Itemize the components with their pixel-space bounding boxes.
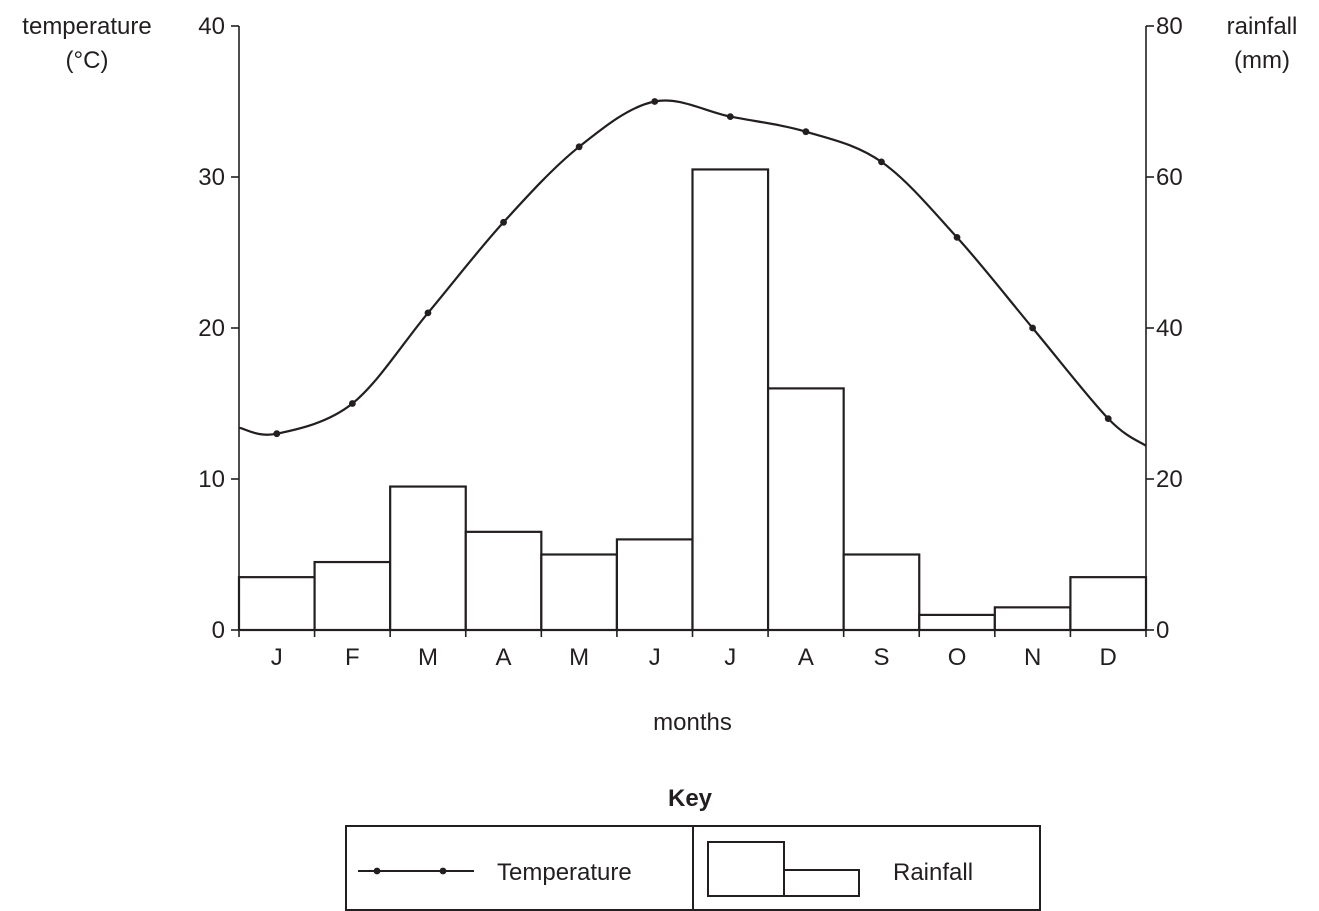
left-tick-label: 30	[198, 164, 225, 191]
rainfall-bar	[464, 530, 543, 632]
temperature-point	[651, 98, 659, 105]
temperature-point	[273, 430, 281, 438]
x-axis-title: months	[653, 709, 732, 736]
month-label: J	[649, 644, 661, 671]
left-axis-title: temperature (°C)	[22, 13, 151, 74]
month-label: M	[418, 644, 438, 671]
temperature-line	[238, 99, 1147, 447]
month-label: A	[798, 644, 814, 671]
left-tick-label: 20	[198, 315, 225, 342]
rainfall-bar	[918, 613, 996, 632]
temperature-point	[1029, 324, 1037, 332]
month-label: A	[496, 644, 512, 671]
axis-labels: 0 10 20 30 40 0 20 40 60 80 J F M A M J J A S O N Dtemperatur…	[22, 13, 1297, 736]
rainfall-bar	[766, 387, 845, 632]
rainfall-bars	[237, 168, 1148, 632]
temperature-line-group	[238, 98, 1147, 447]
right-axis-title-line: rainfall	[1227, 13, 1298, 40]
key: Key Temperature Rainfall	[345, 785, 1041, 911]
month-label: F	[345, 644, 360, 671]
month-label: N	[1024, 644, 1041, 671]
rainfall-bar	[691, 168, 770, 632]
rainfall-bar	[540, 553, 619, 632]
rainfall-bar	[1069, 576, 1148, 632]
rainfall-bar	[842, 553, 921, 632]
temperature-point	[726, 113, 734, 120]
rainfall-bar	[389, 485, 467, 632]
temperature-point	[424, 309, 432, 317]
key-temperature-point	[439, 867, 447, 875]
rainfall-bar	[313, 560, 392, 632]
key-temperature-label: Temperature	[497, 859, 632, 886]
left-axis-title-line: (°C)	[66, 47, 109, 74]
left-tick-label: 40	[198, 13, 225, 40]
temperature-point	[878, 158, 885, 166]
key-rainfall-bar-short	[783, 869, 860, 897]
left-tick-label: 10	[198, 466, 225, 493]
month-label: D	[1100, 644, 1117, 671]
left-axis-title-line: temperature	[22, 13, 151, 40]
key-temperature-point	[373, 867, 381, 875]
key-rainfall-label: Rainfall	[893, 859, 973, 886]
temperature-point	[1104, 415, 1112, 422]
month-label: M	[569, 644, 589, 671]
temperature-point	[802, 128, 810, 136]
temperature-point	[500, 218, 507, 226]
right-axis-title: rainfall (mm)	[1227, 13, 1298, 74]
right-axis-title-line: (mm)	[1234, 47, 1290, 74]
key-rainfall-bar-tall	[707, 841, 785, 897]
month-label: S	[873, 644, 889, 671]
right-tick-label: 60	[1156, 164, 1183, 191]
left-tick-label: 0	[212, 617, 225, 644]
month-label: J	[724, 644, 736, 671]
rainfall-bar	[237, 576, 316, 632]
right-tick-label: 80	[1156, 13, 1183, 40]
right-tick-label: 0	[1156, 617, 1169, 644]
rainfall-bar	[993, 606, 1072, 632]
key-title: Key	[668, 785, 713, 812]
month-label: O	[948, 644, 967, 671]
temperature-point	[348, 400, 356, 407]
temperature-point	[575, 143, 583, 151]
temperature-point	[953, 234, 961, 241]
month-label: J	[271, 644, 283, 671]
rainfall-bar	[615, 538, 694, 632]
right-tick-label: 20	[1156, 466, 1183, 493]
right-tick-label: 40	[1156, 315, 1183, 342]
